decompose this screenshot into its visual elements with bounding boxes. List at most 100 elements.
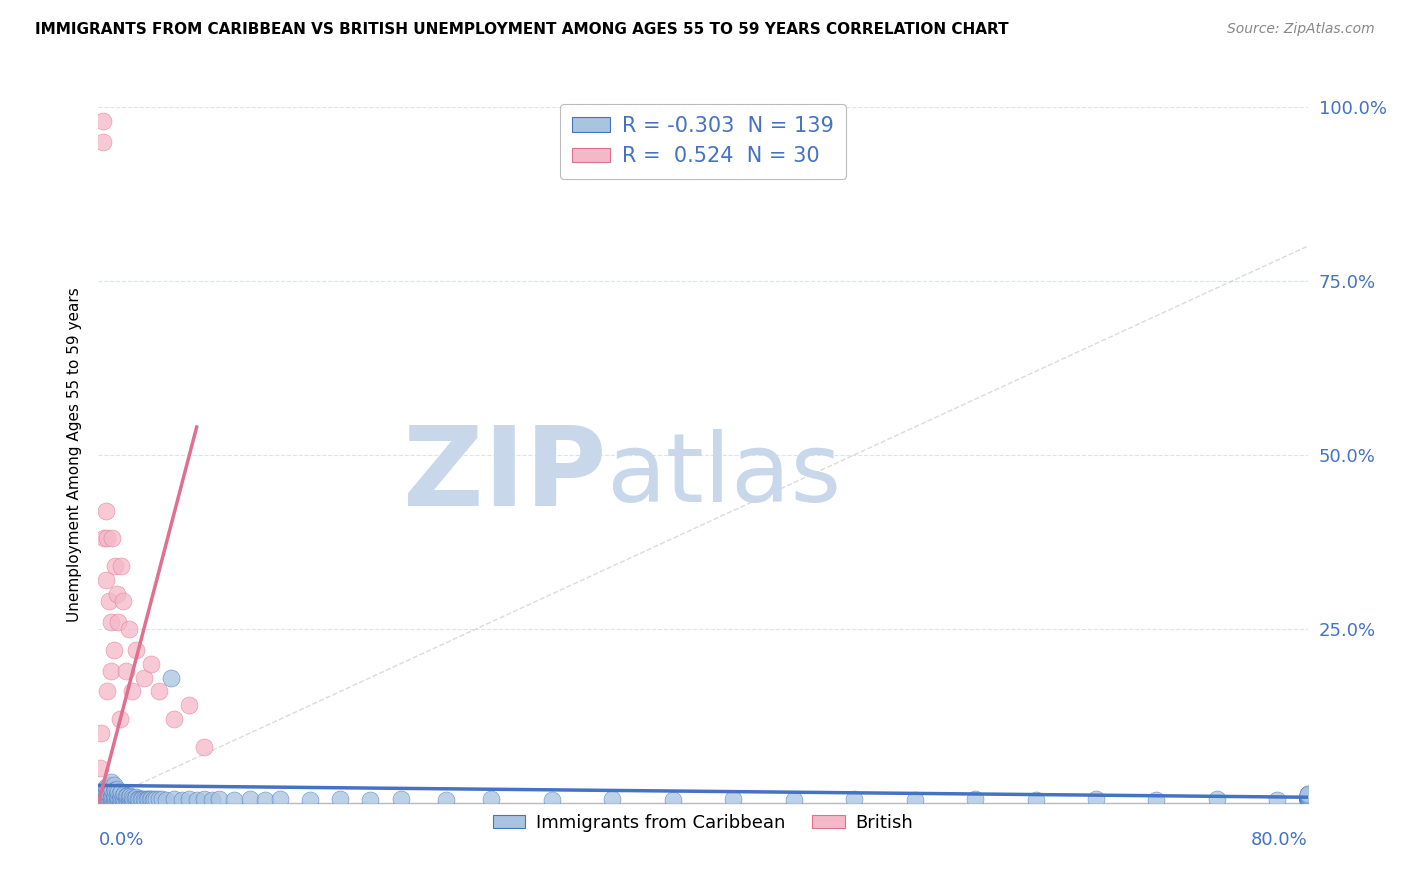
Point [104, 559, 127, 574]
Point [1296, 788, 1319, 802]
Point [481, 792, 503, 806]
Text: atlas: atlas [606, 429, 841, 523]
Point [111, 789, 134, 803]
Point [1296, 791, 1319, 805]
Point [91, 135, 114, 149]
Point [186, 793, 208, 807]
Point [91, 788, 114, 802]
Point [108, 788, 131, 802]
Point [94, 785, 117, 799]
Point [90, 785, 112, 799]
Point [96, 789, 118, 804]
Point [110, 559, 132, 574]
Point [121, 790, 143, 805]
Point [1296, 790, 1319, 805]
Point [723, 792, 745, 806]
Point [120, 789, 142, 803]
Text: 80.0%: 80.0% [1251, 830, 1308, 848]
Point [125, 642, 148, 657]
Point [104, 789, 127, 803]
Point [1296, 792, 1319, 806]
Point [1024, 793, 1046, 807]
Point [160, 671, 183, 685]
Point [1144, 793, 1167, 807]
Point [110, 793, 132, 807]
Point [96, 684, 118, 698]
Point [114, 792, 136, 806]
Point [103, 642, 125, 657]
Point [122, 791, 145, 805]
Y-axis label: Unemployment Among Ages 55 to 59 years: Unemployment Among Ages 55 to 59 years [66, 287, 82, 623]
Point [111, 594, 134, 608]
Point [360, 793, 382, 807]
Point [124, 792, 146, 806]
Point [145, 792, 167, 806]
Point [150, 792, 173, 806]
Point [193, 792, 215, 806]
Point [100, 785, 122, 799]
Point [100, 792, 122, 806]
Point [269, 792, 291, 806]
Point [208, 792, 231, 806]
Point [96, 532, 118, 546]
Point [108, 712, 131, 726]
Point [98, 787, 121, 801]
Point [114, 664, 136, 678]
Point [1296, 791, 1319, 805]
Point [101, 789, 124, 803]
Point [965, 792, 987, 806]
Point [904, 793, 927, 807]
Point [103, 786, 125, 800]
Point [434, 793, 457, 807]
Point [239, 792, 262, 806]
Point [1296, 791, 1319, 805]
Point [98, 594, 121, 608]
Text: 0.0%: 0.0% [98, 830, 143, 848]
Point [170, 793, 193, 807]
Point [139, 791, 162, 805]
Point [1296, 792, 1319, 806]
Point [118, 622, 141, 636]
Point [125, 793, 148, 807]
Point [201, 793, 224, 807]
Point [1267, 793, 1289, 807]
Point [94, 573, 117, 587]
Point [104, 783, 127, 797]
Point [115, 789, 138, 803]
Point [661, 793, 683, 807]
Point [1296, 794, 1319, 808]
Point [1296, 792, 1319, 806]
Point [1296, 791, 1319, 805]
Point [1296, 791, 1319, 805]
Point [135, 791, 157, 805]
Point [114, 789, 136, 803]
Point [94, 793, 117, 807]
Point [107, 789, 129, 804]
Point [93, 783, 115, 797]
Point [103, 790, 125, 805]
Text: ZIP: ZIP [404, 422, 606, 529]
Point [94, 503, 117, 517]
Point [121, 793, 143, 807]
Point [253, 793, 276, 807]
Point [1296, 793, 1319, 807]
Point [101, 532, 124, 546]
Point [105, 781, 128, 796]
Point [141, 792, 163, 806]
Point [1296, 789, 1319, 804]
Point [163, 792, 186, 806]
Point [96, 786, 118, 800]
Point [148, 791, 170, 805]
Point [224, 793, 246, 807]
Point [101, 783, 124, 797]
Point [1296, 790, 1319, 805]
Point [105, 792, 128, 806]
Point [141, 657, 163, 671]
Point [112, 788, 135, 802]
Point [1296, 794, 1319, 808]
Point [96, 792, 118, 806]
Point [89, 789, 111, 803]
Point [118, 793, 141, 807]
Point [120, 792, 142, 806]
Point [179, 792, 201, 806]
